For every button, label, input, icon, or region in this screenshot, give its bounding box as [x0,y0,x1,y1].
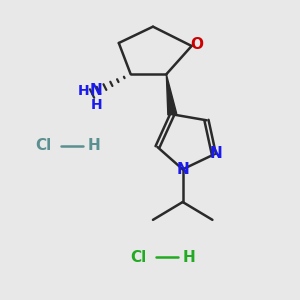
Text: Cl: Cl [130,250,146,265]
Text: N: N [176,162,189,177]
Text: H: H [182,250,195,265]
Text: N: N [90,83,103,98]
Text: Cl: Cl [35,138,51,153]
Text: H: H [87,138,100,153]
Text: H: H [77,84,89,98]
Text: O: O [190,37,203,52]
Text: H: H [91,98,102,112]
Text: N: N [210,146,223,161]
Polygon shape [166,74,177,115]
